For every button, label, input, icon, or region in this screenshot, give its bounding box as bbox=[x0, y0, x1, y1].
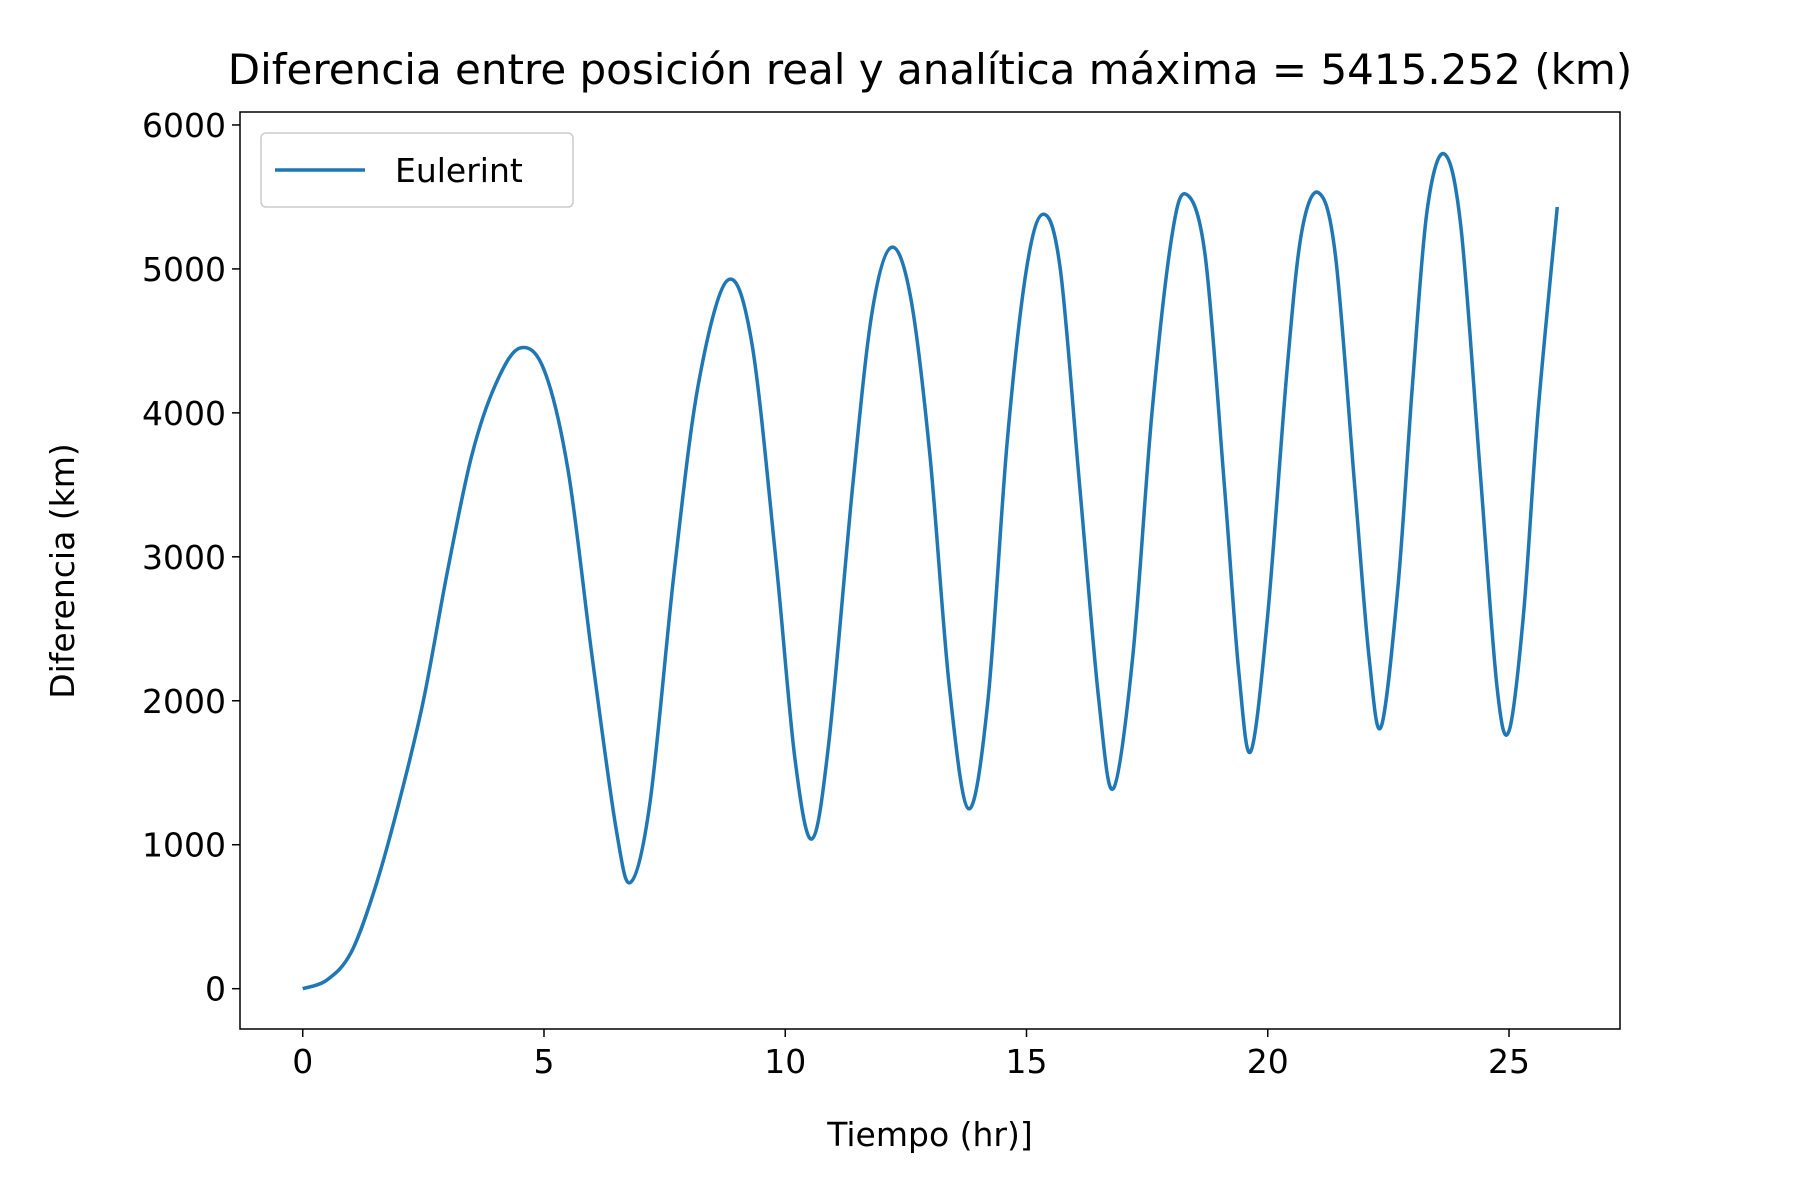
legend-label: Eulerint bbox=[395, 151, 523, 190]
y-tick-label: 0 bbox=[205, 970, 226, 1009]
legend-box bbox=[260, 132, 574, 208]
y-axis-label: Diferencia (km) bbox=[43, 443, 82, 699]
x-tick-label: 0 bbox=[292, 1042, 313, 1081]
y-tick-label: 1000 bbox=[142, 826, 226, 865]
line-series bbox=[302, 151, 1560, 991]
plot-frame bbox=[239, 111, 1621, 1030]
x-tick-label: 25 bbox=[1488, 1042, 1530, 1081]
y-tick-label: 4000 bbox=[142, 394, 226, 433]
y-tick-label: 3000 bbox=[142, 538, 226, 577]
y-tick-label: 5000 bbox=[142, 250, 226, 289]
x-axis-label: Tiempo (hr)] bbox=[826, 1115, 1033, 1154]
x-tick-label: 5 bbox=[533, 1042, 554, 1081]
x-tick-label: 10 bbox=[764, 1042, 806, 1081]
y-tick-label: 6000 bbox=[142, 106, 226, 145]
x-tick-label: 20 bbox=[1247, 1042, 1289, 1081]
y-tick-label: 2000 bbox=[142, 682, 226, 721]
x-tick-label: 15 bbox=[1006, 1042, 1048, 1081]
chart-title: Diferencia entre posición real y analíti… bbox=[228, 45, 1632, 94]
